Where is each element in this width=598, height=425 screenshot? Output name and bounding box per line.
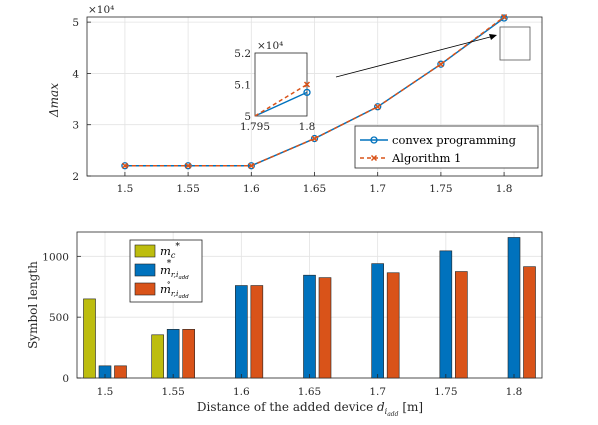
y-tick-label: 1000	[42, 251, 69, 263]
data-point	[374, 103, 381, 110]
inset-series-line	[254, 91, 308, 117]
bar-m-r-circ	[455, 271, 468, 379]
x-tick-label: 1.7	[369, 386, 386, 398]
bar-chart: 1.5 1.55 1.6 1.65 1.7 1.75 1.8 0 500 1000 Symbol…	[26, 231, 543, 418]
x-tick-label: 1.75	[429, 183, 452, 195]
line-chart-y-ticks: 2 3 4 5	[72, 17, 91, 183]
svg-text:Algorithm 1: Algorithm 1	[391, 151, 461, 165]
y-tick-label: 3	[72, 120, 79, 132]
inset-ticks: 5 5.1 5.2 1.795 1.8	[234, 48, 315, 133]
zoom-region-box	[499, 26, 531, 61]
inset-y-tick-label: 5	[244, 111, 251, 123]
data-point	[374, 103, 382, 111]
bar-m-c-star	[83, 298, 96, 379]
y-tick-label: 4	[72, 68, 79, 80]
bar-chart-y-axis-label: Symbol length	[26, 261, 40, 349]
data-point	[310, 134, 319, 143]
data-point	[121, 162, 128, 169]
inset-x-tick-label: 1.8	[299, 121, 316, 133]
bar-chart-x-axis-label: Distance of the added device diadd [m]	[197, 400, 423, 418]
zoom-arrow	[335, 34, 497, 78]
bar-m-r-circ	[318, 277, 332, 379]
data-point	[185, 162, 192, 169]
bar-chart-legend: mc* mr,iadd* mr,iadd∘	[129, 239, 203, 303]
legend-item-m-c-star: mc*	[134, 242, 180, 260]
inset-y-tick-label: 5.2	[234, 48, 251, 60]
line-chart-grid	[87, 17, 542, 177]
line-chart-exponent-label: ×10⁴	[88, 4, 114, 16]
x-tick-label: 1.55	[176, 183, 199, 195]
inset-exponent-label: ×10⁴	[257, 40, 283, 52]
y-tick-label: 5	[72, 17, 79, 29]
inset-background	[254, 52, 308, 117]
svg-text:mc*: mc*	[160, 242, 180, 260]
inset-chart: 5 5.1 5.2 1.795 1.8 ×10⁴	[234, 40, 315, 133]
bar-chart-y-ticks: 0 500 1000	[42, 251, 81, 385]
data-point	[247, 162, 255, 170]
x-tick-label: 1.6	[233, 386, 250, 398]
y-tick-label: 0	[62, 373, 69, 385]
bar-m-r-star	[439, 250, 453, 379]
x-tick-label: 1.55	[161, 386, 184, 398]
x-tick-label: 1.5	[97, 386, 114, 398]
line-chart-y-axis-label: Δmax	[47, 83, 61, 118]
x-tick-label: 1.5	[117, 183, 134, 195]
inset-x-tick-label: 1.795	[240, 121, 270, 133]
bar-m-r-star	[235, 285, 248, 379]
x-tick-label: 1.8	[506, 386, 523, 398]
x-tick-label: 1.65	[303, 183, 326, 195]
data-point	[248, 162, 255, 169]
bar-m-r-circ	[523, 266, 536, 379]
legend-item-algorithm-1: Algorithm 1	[360, 151, 461, 165]
data-point	[500, 14, 508, 22]
x-tick-label: 1.7	[369, 183, 386, 195]
bar-m-c-star	[151, 334, 164, 379]
x-tick-label: 1.65	[298, 386, 321, 398]
bar-m-r-star	[303, 274, 316, 379]
y-tick-label: 2	[72, 171, 79, 183]
bar-chart-x-ticks: 1.5 1.55 1.6 1.65 1.7 1.75 1.8	[97, 374, 523, 398]
inset-data-point	[303, 88, 311, 97]
x-tick-label: 1.75	[434, 386, 457, 398]
bar-m-r-circ	[386, 272, 400, 379]
inset-series	[254, 81, 311, 117]
x-tick-label: 1.6	[243, 183, 260, 195]
data-point	[311, 135, 318, 142]
y-tick-label: 500	[49, 312, 69, 324]
bar-m-r-circ	[114, 365, 127, 379]
bar-m-r-star	[371, 263, 384, 379]
bar-m-r-star	[507, 237, 521, 379]
svg-text:convex programming: convex programming	[392, 133, 517, 147]
bar-m-r-circ	[250, 285, 264, 379]
data-point	[437, 61, 444, 68]
bar-m-r-star	[166, 329, 180, 379]
series-algorithm-1	[121, 13, 508, 169]
x-tick-label: 1.8	[496, 183, 513, 195]
legend-item-convex-programming: convex programming	[360, 133, 517, 147]
bar-m-r-circ	[182, 329, 195, 379]
line-chart-series	[121, 13, 508, 170]
data-point	[437, 60, 445, 68]
inset-data-point	[303, 81, 311, 88]
inset-y-tick-label: 5.1	[234, 80, 251, 92]
inset-series-line	[254, 83, 308, 117]
line-chart-legend: convex programming Algorithm 1	[354, 125, 539, 169]
legend-box	[354, 125, 539, 169]
data-point	[501, 13, 508, 21]
line-chart-x-ticks: 1.5 1.55 1.6 1.65 1.7 1.75 1.8	[117, 172, 513, 195]
